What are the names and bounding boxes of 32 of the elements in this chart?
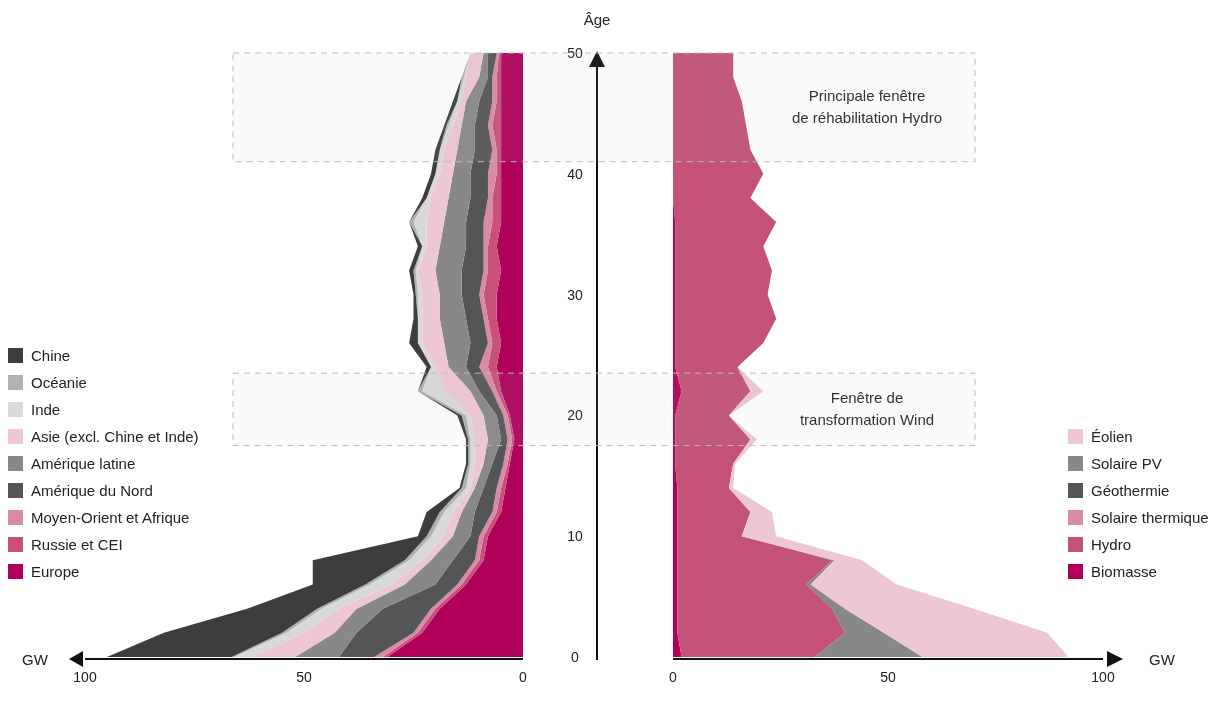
legend-label: Amérique du Nord	[31, 482, 153, 499]
legend-label: Solaire thermique	[1091, 509, 1209, 526]
legend-label: Hydro	[1091, 536, 1132, 553]
y-tick-label: 0	[571, 649, 580, 665]
x-tick-label: 100	[1091, 669, 1115, 685]
x-tick-label: 0	[669, 669, 678, 685]
legend-label: Océanie	[31, 374, 87, 391]
legend-label: Chine	[31, 347, 71, 364]
x-axis-title: GW	[22, 651, 49, 668]
x-axis-title: GW	[1149, 651, 1176, 668]
legend-label: Inde	[31, 401, 61, 418]
x-tick-label: 50	[296, 669, 312, 685]
y-tick-label: 10	[567, 528, 583, 545]
legend-label: Asie (excl. Chine et Inde)	[31, 428, 199, 445]
legend-label: Biomasse	[1091, 563, 1157, 580]
y-tick-label: 20	[567, 407, 583, 424]
band-label: Fenêtre de transformation Wind	[799, 389, 935, 429]
legend-label: Russie et CEI	[31, 536, 123, 553]
legend-label: Solaire PV	[1091, 455, 1162, 472]
legend-label: Amérique latine	[31, 455, 136, 472]
legend-label: Éolien	[1091, 428, 1133, 445]
y-tick-label: 30	[567, 286, 583, 303]
band-label: Principale fenêtre de réhabilitation Hydro	[791, 87, 943, 127]
x-tick-label: 0	[519, 669, 528, 685]
legend-label: Géothermie	[1091, 482, 1170, 499]
y-tick-label: 50	[567, 45, 583, 61]
x-tick-label: 50	[880, 669, 896, 685]
y-axis-title: Âge	[583, 11, 611, 28]
x-tick-label: 100	[73, 669, 97, 685]
legend-label: Europe	[31, 563, 80, 580]
legend-label: Moyen-Orient et Afrique	[31, 509, 190, 526]
y-tick-label: 40	[567, 165, 583, 182]
